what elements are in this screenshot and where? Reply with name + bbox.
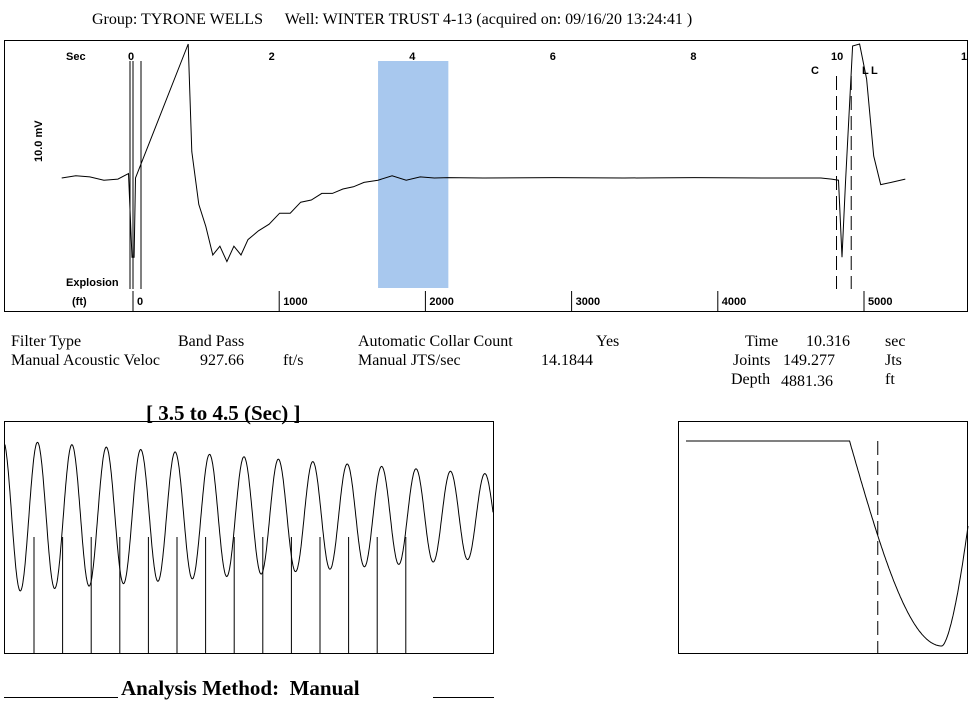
manual-acoustic-label: Manual Acoustic Veloc xyxy=(11,352,161,369)
liquid-level-marker-label-2: L xyxy=(871,65,878,77)
time-unit: sec xyxy=(885,333,906,350)
analysis-value: Manual xyxy=(289,676,360,700)
collar-marker-label: C xyxy=(811,65,819,77)
time-label: Time xyxy=(745,333,779,350)
well-label: Well: xyxy=(284,11,319,28)
depth-tick-label: 3000 xyxy=(575,296,601,308)
time-tick-label: 2 xyxy=(268,51,275,63)
acoustic-trace-line xyxy=(61,43,906,263)
time-axis-label: Sec xyxy=(66,51,86,63)
manual-jts-label: Manual JTS/sec xyxy=(358,352,461,369)
depth-unit: ft xyxy=(885,371,895,388)
time-tick-label: 0 xyxy=(128,51,135,63)
time-tick-label: 10 xyxy=(831,51,844,63)
spectrum-curve-line xyxy=(686,440,969,647)
depth-tick-label: 4000 xyxy=(721,296,747,308)
zoom-waveform-line xyxy=(4,441,494,592)
depth-label: Depth xyxy=(731,371,771,388)
liquid-level-marker-label-1: L xyxy=(862,65,869,77)
footer-rule-left xyxy=(4,697,118,698)
main-trace-chart xyxy=(4,40,968,312)
zoom-waveform-chart xyxy=(4,421,494,654)
depth-tick-label: 2000 xyxy=(429,296,454,308)
analysis-label: Analysis Method: xyxy=(121,676,280,700)
analysis-method: Analysis Method: Manual xyxy=(121,676,360,701)
time-tick-label: 1 xyxy=(961,51,968,63)
manual-acoustic-value: 927.66 xyxy=(200,352,244,369)
group-value: TYRONE WELLS xyxy=(141,11,263,28)
time-tick-label: 4 xyxy=(409,51,416,63)
filter-type-value: Band Pass xyxy=(178,333,245,350)
group-label: Group: xyxy=(92,11,138,28)
joints-value: 149.277 xyxy=(783,352,835,369)
explosion-label: Explosion xyxy=(66,277,119,289)
auto-collar-value: Yes xyxy=(596,333,620,350)
footer-rule-right xyxy=(433,697,494,698)
depth-tick-label: 0 xyxy=(137,296,144,308)
joints-label: Joints xyxy=(733,352,771,369)
manual-acoustic-unit: ft/s xyxy=(283,352,304,369)
filter-type-label: Filter Type xyxy=(11,333,82,350)
amplitude-scale-label: 10.0 mV xyxy=(33,120,45,162)
analysis-window-highlight xyxy=(378,61,449,288)
spectrum-chart xyxy=(678,421,968,654)
depth-tick-label: 1000 xyxy=(283,296,308,308)
report-header: Group: TYRONE WELLS Well: WINTER TRUST 4… xyxy=(92,11,692,29)
acquired-text: (acquired on: 09/16/20 13:24:41 ) xyxy=(476,11,693,28)
depth-axis-label: (ft) xyxy=(72,296,87,308)
auto-collar-label: Automatic Collar Count xyxy=(358,333,513,350)
depth-tick-label: 5000 xyxy=(868,296,893,308)
manual-jts-value: 14.1844 xyxy=(541,352,593,369)
time-tick-label: 6 xyxy=(549,51,556,63)
time-tick-label: 8 xyxy=(690,51,697,63)
depth-value: 4881.36 xyxy=(781,373,833,390)
time-value: 10.316 xyxy=(806,333,850,350)
well-value: WINTER TRUST 4-13 xyxy=(322,11,473,28)
joints-unit: Jts xyxy=(885,352,902,369)
